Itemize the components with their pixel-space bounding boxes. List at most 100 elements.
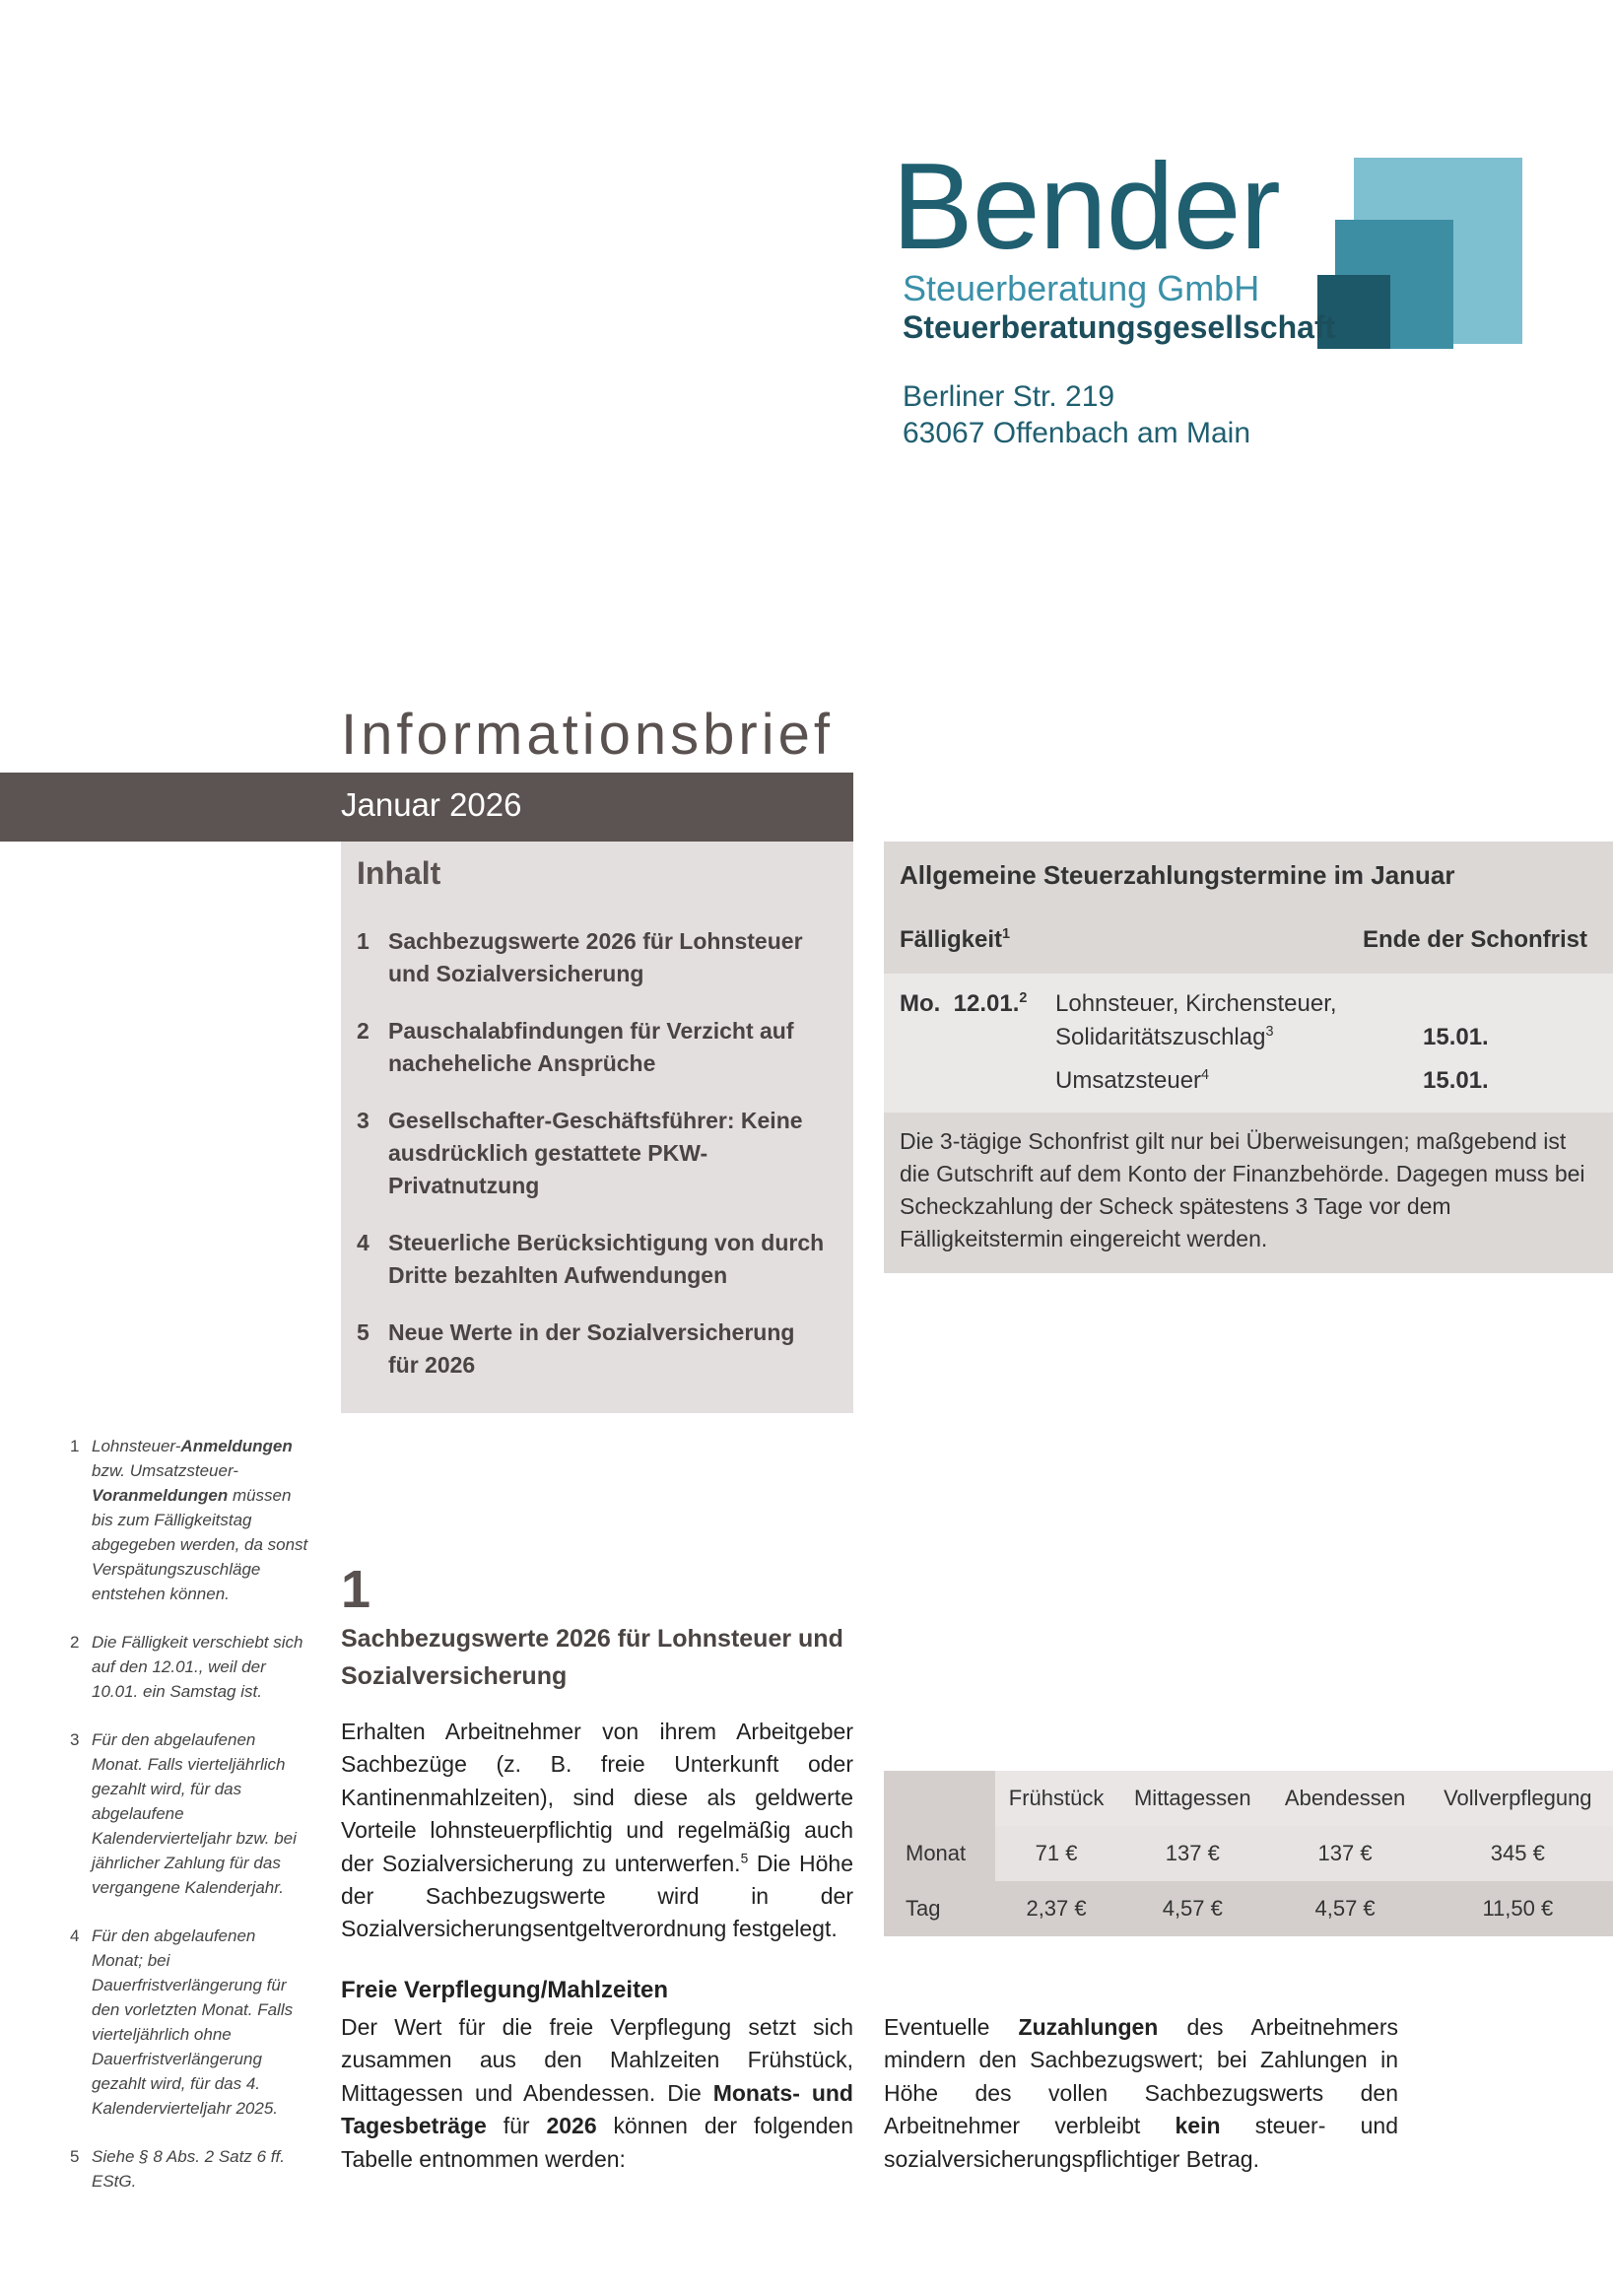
footnote: 3 Für den abgelaufenen Monat. Falls viert… bbox=[70, 1727, 311, 1900]
contents-item: 3 Gesellschafter-Geschäftsführer: Keine a… bbox=[357, 1105, 830, 1202]
text-segment: Eventuelle bbox=[884, 2014, 1019, 2040]
text-segment: können der folgenden Tabelle entnommen w… bbox=[341, 2113, 853, 2172]
item-number: 2 bbox=[357, 1018, 370, 1044]
end-date: 15.01. bbox=[1423, 1067, 1489, 1094]
issue-bar bbox=[0, 773, 853, 842]
address-city: 63067 Offenbach am Main bbox=[903, 417, 1251, 449]
column-header: Frühstück bbox=[995, 1771, 1118, 1826]
table-cell: 137 € bbox=[1267, 1826, 1423, 1881]
column-header: Mittagessen bbox=[1117, 1771, 1268, 1826]
item-text: Neue Werte in der Sozialversicherung für… bbox=[388, 1319, 795, 1378]
logo-line: Steuerberatung GmbH bbox=[903, 268, 1260, 308]
table-cell: 4,57 € bbox=[1267, 1881, 1423, 1936]
table-cell: 137 € bbox=[1117, 1826, 1268, 1881]
item-text: Gesellschafter-Geschäftsführer: Keine au… bbox=[388, 1108, 803, 1198]
text-segment: Monats- und Tagesbeträge bbox=[341, 2079, 853, 2139]
box-band bbox=[884, 974, 1613, 1113]
footnote-text: Die Fälligkeit verschiebt sich auf den 1… bbox=[92, 1630, 311, 1704]
footnote-text: Für den abgelaufenen Monat; bei Dauerfri… bbox=[92, 1924, 311, 2121]
item-number: 1 bbox=[357, 928, 370, 954]
footnote: 2 Die Fälligkeit verschiebt sich auf den … bbox=[70, 1630, 311, 1704]
footnote-text: Für den abgelaufenen Monat. Falls vierte… bbox=[92, 1727, 311, 1900]
column-header: Fälligkeit1 bbox=[900, 926, 1010, 954]
item-text: Sachbezugswerte 2026 für Lohnsteuer und … bbox=[388, 928, 803, 986]
table-row: Tag 2,37 €4,57 €4,57 €11,50 € bbox=[884, 1881, 1613, 1936]
row-label: Tag bbox=[884, 1881, 995, 1936]
footnote-text: Siehe § 8 Abs. 2 Satz 6 ff. EStG. bbox=[92, 2144, 311, 2194]
item-number: 4 bbox=[357, 1230, 370, 1255]
item-number: 3 bbox=[357, 1108, 370, 1133]
footnotes: 1 Lohnsteuer-Anmeldungen bzw. Umsatzsteue… bbox=[70, 1434, 311, 2217]
section-title: Sachbezugswerte 2026 für Lohnsteuer und … bbox=[341, 1625, 843, 1690]
item-text: Steuerliche Berücksichtigung von durch D… bbox=[388, 1230, 825, 1288]
deadlines-box: Allgemeine Steuerzahlungstermine im Janu… bbox=[884, 842, 1613, 1273]
text-segment: Der Wert für die freie Verpflegung setzt… bbox=[341, 2014, 853, 2106]
item-text: Pauschalabfindungen für Verzicht auf nac… bbox=[388, 1018, 794, 1076]
contents-box: Inhalt 1 Sachbezugswerte 2026 für Lohnste… bbox=[341, 842, 853, 1413]
header-row: Frühstück Mittagessen Abendessen Vollverpfl… bbox=[884, 1771, 1613, 1826]
section-number: 1 bbox=[341, 1560, 371, 1619]
footnote-ref: 3 bbox=[1265, 1024, 1274, 1040]
text-segment: Siehe § 8 Abs. 2 Satz 6 ff. EStG. bbox=[92, 2147, 285, 2191]
footnote-number: 5 bbox=[70, 2147, 80, 2166]
text-segment: Erhalten Arbeitnehmer von ihrem Arbeitge… bbox=[341, 1719, 853, 1876]
contents-item: 2 Pauschalabfindungen für Verzicht auf na… bbox=[357, 1015, 830, 1080]
deadlines-title: Allgemeine Steuerzahlungstermine im Janu… bbox=[900, 860, 1455, 890]
title: Informationsbrief bbox=[341, 703, 834, 767]
date: 12.01. bbox=[953, 990, 1020, 1017]
contents-heading: Inhalt bbox=[357, 855, 441, 891]
text-segment: kein bbox=[1175, 2113, 1221, 2139]
footnote-number: 1 bbox=[70, 1437, 80, 1455]
corner-cell bbox=[884, 1771, 995, 1826]
text-segment: Die Höhe der Sachbezugswerte wird in der… bbox=[341, 1850, 854, 1942]
address-street: Berliner Str. 219 bbox=[903, 380, 1115, 413]
table-cell: 11,50 € bbox=[1422, 1881, 1613, 1936]
text-segment: Die Fälligkeit verschiebt sich auf den 1… bbox=[92, 1633, 303, 1701]
table-cell: 2,37 € bbox=[995, 1881, 1118, 1936]
column-header: Ende der Schonfrist bbox=[1362, 926, 1587, 953]
row-label: Monat bbox=[884, 1826, 995, 1881]
column-header: Vollverpflegung bbox=[1422, 1771, 1613, 1826]
text-segment: Voranmeldungen bbox=[92, 1486, 229, 1505]
table-cell: 71 € bbox=[995, 1826, 1118, 1881]
footnote-number: 2 bbox=[70, 1633, 80, 1652]
footnote-number: 3 bbox=[70, 1730, 80, 1749]
text: Fälligkeit bbox=[900, 926, 1003, 953]
column-header: Abendessen bbox=[1267, 1771, 1423, 1826]
text-segment: Zuzahlungen bbox=[1018, 2014, 1159, 2040]
due-date: Mo. 12.01.2 bbox=[900, 990, 1027, 1018]
logo-line: Steuerberatungsgesellschaft bbox=[903, 309, 1336, 345]
contents-item: 4 Steuerliche Berücksichtigung von durch … bbox=[357, 1227, 830, 1292]
contents-item: 5 Neue Werte in der Sozialversicherung fü… bbox=[357, 1317, 830, 1382]
logo-square bbox=[1317, 275, 1390, 349]
footnote-ref: 2 bbox=[1019, 990, 1028, 1006]
paragraph: Der Wert für die freie Verpflegung setzt… bbox=[341, 2011, 853, 2176]
text-segment: Lohnsteuer- bbox=[92, 1437, 181, 1455]
paragraph: Erhalten Arbeitnehmer von ihrem Arbeitge… bbox=[341, 1716, 853, 1946]
text-segment: müssen bis zum Fälligkeitstag abgegeben … bbox=[92, 1486, 308, 1603]
footnote-text: Lohnsteuer-Anmeldungen bzw. Umsatzsteuer… bbox=[92, 1434, 311, 1606]
footnote: 4 Für den abgelaufenen Monat; bei Dauerfr… bbox=[70, 1924, 311, 2121]
contents-item: 1 Sachbezugswerte 2026 für Lohnsteuer und… bbox=[357, 925, 830, 990]
text-segment: 2026 bbox=[546, 2113, 597, 2139]
issue: Januar 2026 bbox=[341, 786, 522, 823]
end-date: 15.01. bbox=[1423, 1024, 1489, 1050]
footnote-number: 4 bbox=[70, 1926, 80, 1945]
deadlines-note: Die 3-tägige Schonfrist gilt nur bei Übe… bbox=[900, 1128, 1585, 1251]
text-segment: Für den abgelaufenen Monat; bei Dauerfri… bbox=[92, 1926, 294, 2118]
item-number: 5 bbox=[357, 1319, 370, 1345]
footnote-ref: 4 bbox=[1201, 1067, 1210, 1083]
tax-name: Lohnsteuer, Kirchensteuer, bbox=[1055, 990, 1337, 1017]
box-band bbox=[884, 1113, 1613, 1273]
text-segment: des Arbeitnehmers mindern den Sachbezugs… bbox=[884, 2014, 1398, 2139]
box-band bbox=[884, 842, 1613, 974]
table-row: Monat 71 €137 €137 €345 € bbox=[884, 1826, 1613, 1881]
tax-name: Solidaritätszuschlag3 bbox=[1055, 1024, 1273, 1051]
table-cell: 345 € bbox=[1422, 1826, 1613, 1881]
text-segment: für bbox=[486, 2113, 547, 2139]
text-segment: 5 bbox=[740, 1850, 749, 1865]
weekday: Mo. bbox=[900, 990, 941, 1017]
text-segment: bzw. Umsatzsteuer- bbox=[92, 1461, 238, 1480]
paragraph: Eventuelle Zuzahlungen des Arbeitnehmers… bbox=[884, 2011, 1398, 2176]
